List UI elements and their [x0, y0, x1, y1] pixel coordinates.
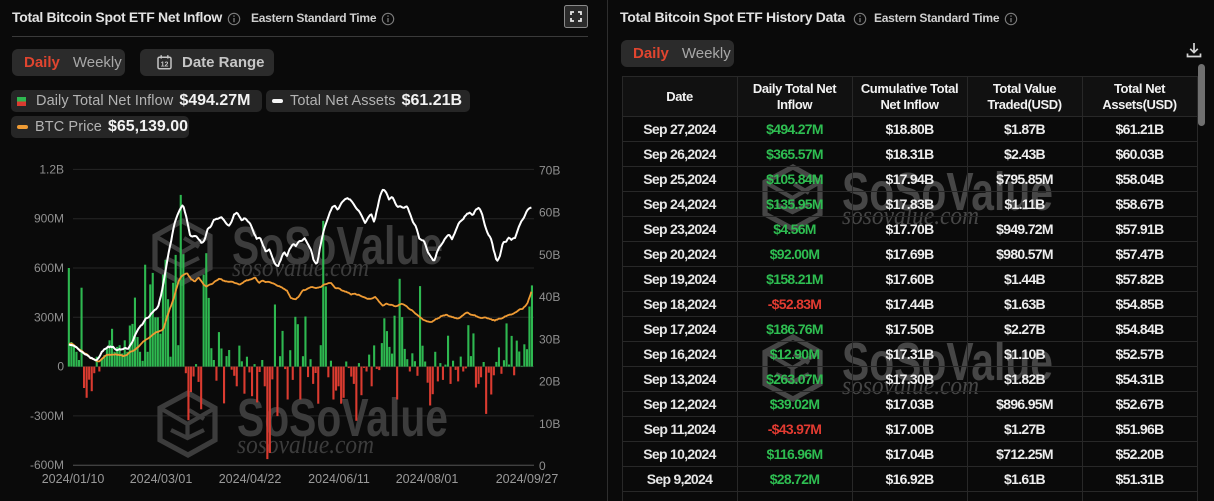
svg-text:1.2B: 1.2B: [39, 162, 64, 176]
svg-text:2024/04/22: 2024/04/22: [219, 472, 282, 486]
svg-text:2024/09/27: 2024/09/27: [496, 472, 559, 486]
svg-text:60B: 60B: [539, 206, 560, 220]
svg-text:-600M: -600M: [30, 458, 64, 472]
svg-text:2024/06/11: 2024/06/11: [308, 472, 370, 486]
svg-text:40B: 40B: [539, 290, 560, 304]
svg-text:50B: 50B: [539, 248, 560, 262]
svg-text:20B: 20B: [539, 375, 560, 389]
svg-text:2024/01/10: 2024/01/10: [42, 472, 105, 486]
svg-text:SoSoValue: SoSoValue: [237, 388, 448, 448]
svg-text:900M: 900M: [34, 212, 64, 226]
svg-text:SoSoValue: SoSoValue: [232, 216, 443, 276]
svg-text:sosovalue.com: sosovalue.com: [232, 253, 369, 282]
svg-text:10B: 10B: [539, 417, 560, 431]
svg-text:-300M: -300M: [30, 409, 64, 423]
svg-text:sosovalue.com: sosovalue.com: [237, 430, 374, 459]
svg-text:2024/03/01: 2024/03/01: [130, 472, 193, 486]
svg-text:600M: 600M: [34, 261, 64, 275]
svg-text:300M: 300M: [34, 310, 64, 324]
svg-text:12: 12: [161, 61, 169, 68]
svg-text:2024/08/01: 2024/08/01: [396, 472, 459, 486]
svg-text:70B: 70B: [539, 163, 560, 177]
svg-text:30B: 30B: [539, 332, 560, 346]
svg-text:0: 0: [57, 360, 64, 374]
svg-text:0: 0: [539, 459, 546, 473]
